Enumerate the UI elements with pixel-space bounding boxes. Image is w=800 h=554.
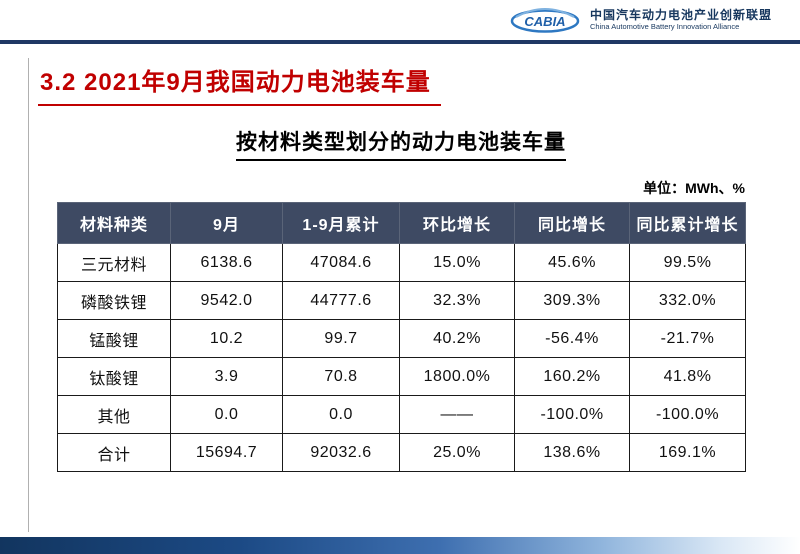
table-title: 按材料类型划分的动力电池装车量: [236, 126, 566, 161]
table-cell: -100.0%: [514, 395, 630, 434]
table-header-cell: 材料种类: [57, 202, 171, 244]
bottom-gradient-bar: [0, 537, 800, 554]
table-title-wrap: 按材料类型划分的动力电池装车量: [57, 126, 745, 161]
table-row: 其他 0.0 0.0 —— -100.0% -100.0%: [57, 395, 746, 434]
table-cell: 0.0: [282, 395, 400, 434]
table-header-cell: 1-9月累计: [282, 202, 400, 244]
table-header-cell: 同比增长: [514, 202, 630, 244]
table-cell: 70.8: [282, 357, 400, 396]
table-row: 锰酸锂 10.2 99.7 40.2% -56.4% -21.7%: [57, 319, 746, 358]
table-header-row: 材料种类 9月 1-9月累计 环比增长 同比增长 同比累计增长: [57, 202, 746, 244]
table-body: 三元材料 6138.6 47084.6 15.0% 45.6% 99.5% 磷酸铁锂 9542…: [57, 243, 746, 472]
table-row: 三元材料 6138.6 47084.6 15.0% 45.6% 99.5%: [57, 243, 746, 282]
org-name-en: China Automotive Battery Innovation Alli…: [589, 21, 740, 31]
table-cell: 磷酸铁锂: [57, 281, 171, 320]
table-row: 钛酸锂 3.9 70.8 1800.0% 160.2% 41.8%: [57, 357, 746, 396]
table-cell: 99.5%: [629, 243, 746, 282]
table-cell: 6138.6: [170, 243, 283, 282]
table-cell: 309.3%: [514, 281, 630, 320]
table-cell: 其他: [57, 395, 171, 434]
cabia-logo-icon: CABIA: [510, 8, 580, 33]
left-vertical-rule: [28, 58, 29, 532]
table-cell: 40.2%: [399, 319, 515, 358]
org-logo-block: CABIA 中国汽车动力电池产业创新联盟 China Automotive Ba…: [508, 5, 772, 35]
table-header-cell: 9月: [170, 202, 283, 244]
table-cell: 3.9: [170, 357, 283, 396]
table-cell: 32.3%: [399, 281, 515, 320]
top-bar: CABIA 中国汽车动力电池产业创新联盟 China Automotive Ba…: [0, 0, 800, 40]
table-cell: 44777.6: [282, 281, 400, 320]
table-cell: 99.7: [282, 319, 400, 358]
table-cell: 25.0%: [399, 433, 515, 472]
table-cell: 92032.6: [282, 433, 400, 472]
table-row: 合计 15694.7 92032.6 25.0% 138.6% 169.1%: [57, 433, 746, 472]
table-cell: 10.2: [170, 319, 283, 358]
table-cell: 三元材料: [57, 243, 171, 282]
table-cell: -21.7%: [629, 319, 746, 358]
battery-install-table: 材料种类 9月 1-9月累计 环比增长 同比增长 同比累计增长 三元材料 6138.6 470…: [57, 202, 746, 472]
table-cell: 钛酸锂: [57, 357, 171, 396]
table-cell: 45.6%: [514, 243, 630, 282]
table-cell: 41.8%: [629, 357, 746, 396]
org-name-block: 中国汽车动力电池产业创新联盟 China Automotive Battery …: [589, 7, 772, 31]
table-cell: 1800.0%: [399, 357, 515, 396]
table-cell: 15694.7: [170, 433, 283, 472]
table-cell: 15.0%: [399, 243, 515, 282]
table-header-cell: 环比增长: [399, 202, 515, 244]
table-cell: 锰酸锂: [57, 319, 171, 358]
table-header-cell: 同比累计增长: [629, 202, 746, 244]
table-cell: 138.6%: [514, 433, 630, 472]
table-cell: 47084.6: [282, 243, 400, 282]
table-cell: 160.2%: [514, 357, 630, 396]
org-name-cn: 中国汽车动力电池产业创新联盟: [589, 7, 772, 22]
unit-label: 单位：MWh、%: [643, 180, 745, 196]
table-cell: 169.1%: [629, 433, 746, 472]
svg-text:CABIA: CABIA: [524, 14, 565, 29]
table-cell: 332.0%: [629, 281, 746, 320]
table-cell: -100.0%: [629, 395, 746, 434]
table-cell: 9542.0: [170, 281, 283, 320]
section-title: 3.2 2021年9月我国动力电池装车量: [38, 62, 441, 106]
table-cell: 合计: [57, 433, 171, 472]
header-divider: [0, 40, 800, 44]
table-row: 磷酸铁锂 9542.0 44777.6 32.3% 309.3% 332.0%: [57, 281, 746, 320]
table-cell: ——: [399, 395, 515, 434]
table-cell: 0.0: [170, 395, 283, 434]
table-cell: -56.4%: [514, 319, 630, 358]
